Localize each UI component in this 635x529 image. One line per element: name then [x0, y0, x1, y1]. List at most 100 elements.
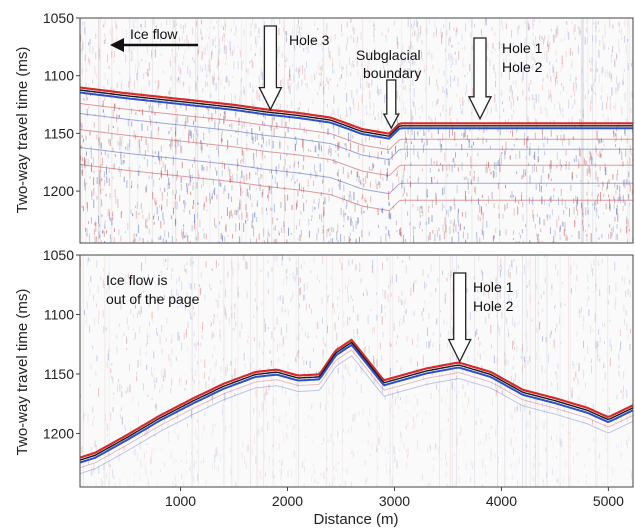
noise-mark — [146, 469, 147, 477]
noise-mark — [170, 358, 172, 367]
noise-mark — [450, 118, 452, 125]
noise-mark — [479, 441, 481, 445]
noise-mark — [203, 461, 204, 464]
noise-mark — [412, 338, 413, 346]
noise-mark — [239, 96, 241, 104]
noise-mark — [231, 93, 232, 102]
noise-mark — [183, 209, 185, 213]
noise-mark — [91, 467, 93, 477]
noise-mark — [273, 204, 275, 213]
noise-mark — [426, 341, 427, 349]
noise-mark — [347, 294, 349, 303]
noise-mark — [349, 232, 351, 237]
noise-mark — [120, 300, 122, 310]
noise-mark — [259, 341, 260, 349]
noise-mark — [615, 443, 617, 448]
noise-mark — [126, 347, 128, 350]
noise-mark — [603, 193, 605, 198]
noise-mark — [152, 215, 154, 220]
noise-mark — [221, 408, 223, 416]
noise-mark — [204, 46, 206, 55]
noise-mark — [454, 483, 456, 487]
noise-mark — [587, 210, 589, 215]
noise-mark — [227, 271, 229, 278]
noise-mark — [255, 172, 257, 175]
noise-mark — [572, 360, 574, 366]
noise-mark — [112, 147, 114, 152]
noise-mark — [108, 177, 110, 187]
noise-mark — [483, 230, 484, 240]
noise-mark — [469, 311, 471, 321]
ice-flow-label: Ice flow — [130, 26, 178, 42]
noise-mark — [241, 322, 243, 329]
noise-mark — [139, 440, 141, 450]
noise-mark — [94, 228, 96, 236]
noise-mark — [546, 136, 548, 145]
trace-column — [271, 18, 273, 243]
noise-mark — [141, 123, 143, 131]
noise-mark — [363, 339, 365, 345]
noise-mark — [450, 63, 452, 69]
noise-mark — [623, 385, 624, 392]
noise-mark — [537, 234, 539, 238]
noise-mark — [321, 57, 323, 63]
noise-mark — [572, 176, 574, 179]
noise-mark — [465, 463, 467, 471]
noise-mark — [104, 33, 106, 37]
noise-mark — [326, 467, 328, 471]
noise-mark — [184, 23, 186, 28]
noise-mark — [112, 397, 114, 403]
noise-mark — [428, 76, 430, 85]
noise-mark — [305, 199, 307, 204]
noise-mark — [507, 456, 508, 461]
noise-mark — [235, 223, 237, 232]
noise-mark — [125, 390, 127, 395]
noise-mark — [262, 151, 263, 156]
noise-mark — [457, 231, 459, 235]
noise-mark — [408, 91, 410, 95]
noise-mark — [543, 142, 545, 148]
noise-mark — [101, 178, 103, 182]
noise-mark — [490, 281, 492, 287]
noise-mark — [146, 225, 148, 229]
noise-mark — [424, 284, 426, 292]
noise-mark — [526, 285, 528, 288]
noise-mark — [284, 202, 286, 212]
noise-mark — [583, 158, 585, 165]
noise-mark — [333, 322, 335, 329]
noise-mark — [133, 47, 135, 51]
noise-mark — [540, 185, 542, 193]
noise-mark — [298, 183, 300, 191]
noise-mark — [595, 68, 597, 73]
noise-mark — [556, 135, 558, 141]
noise-mark — [381, 384, 383, 394]
noise-mark — [206, 209, 208, 212]
noise-mark — [538, 462, 540, 467]
bot-internal-layer — [80, 355, 633, 475]
noise-mark — [421, 138, 423, 143]
noise-mark — [441, 202, 443, 212]
noise-mark — [560, 227, 561, 230]
noise-mark — [563, 406, 565, 413]
noise-mark — [218, 49, 220, 53]
noise-mark — [121, 79, 123, 86]
noise-mark — [89, 325, 91, 333]
noise-mark — [396, 334, 398, 339]
noise-mark — [307, 336, 309, 339]
noise-mark — [568, 161, 570, 166]
noise-mark — [285, 33, 287, 42]
noise-mark — [560, 341, 562, 344]
noise-mark — [509, 96, 510, 101]
noise-mark — [129, 169, 131, 179]
noise-mark — [380, 66, 381, 75]
noise-mark — [459, 97, 461, 103]
noise-mark — [212, 354, 214, 358]
noise-mark — [297, 161, 299, 164]
noise-mark — [471, 111, 473, 115]
noise-mark — [321, 41, 323, 45]
noise-mark — [483, 410, 485, 414]
noise-mark — [304, 68, 306, 72]
noise-mark — [325, 30, 327, 39]
